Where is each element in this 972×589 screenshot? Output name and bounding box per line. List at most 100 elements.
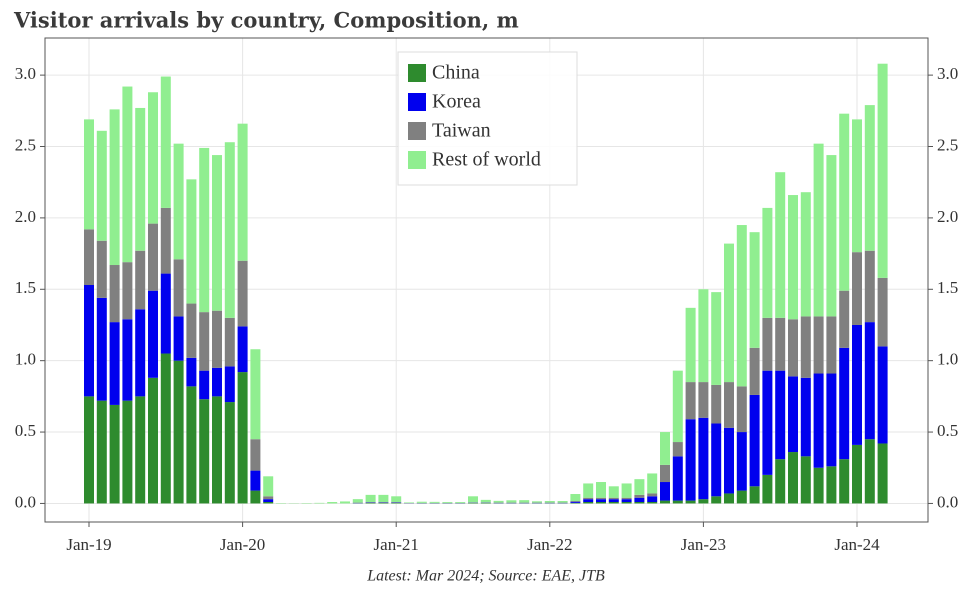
- bar-segment: [250, 490, 261, 504]
- legend-label: Rest of world: [432, 149, 541, 171]
- bar-segment: [724, 427, 734, 494]
- bar-segment: [135, 107, 146, 251]
- bar-segment: [762, 317, 773, 371]
- bar-segment: [685, 307, 696, 383]
- bar-segment: [813, 373, 824, 468]
- bar-segment: [442, 502, 453, 503]
- legend-swatch: [408, 93, 426, 111]
- bar-segment: [852, 252, 862, 325]
- bar-segment: [570, 502, 581, 504]
- bar-segment: [148, 92, 158, 224]
- bar-segment: [212, 367, 222, 397]
- bar-segment: [160, 207, 171, 274]
- bar-segment: [596, 499, 606, 503]
- bar-segment: [532, 501, 542, 503]
- bar-segment: [608, 499, 619, 503]
- bar-segment: [647, 502, 658, 504]
- bar-segment: [608, 486, 619, 498]
- bar-segment: [109, 109, 120, 266]
- bar-segment: [122, 86, 133, 263]
- y2-tick-label: 2.0: [937, 207, 958, 226]
- legend-box: [397, 51, 578, 186]
- bar-segment: [634, 502, 645, 504]
- bar-segment: [749, 486, 760, 504]
- bar-segment: [519, 500, 530, 503]
- bar-segment: [148, 223, 158, 291]
- bar-segment: [109, 322, 120, 405]
- bar-segment: [736, 432, 747, 491]
- bar-segment: [570, 494, 581, 502]
- bar-segment: [583, 497, 594, 500]
- x-tick-label: Jan-24: [834, 535, 880, 554]
- bar-segment: [404, 502, 414, 504]
- bar-segment: [826, 373, 837, 467]
- bar-segment: [186, 179, 197, 304]
- bar-segment: [749, 394, 760, 487]
- y2-tick-label: 3.0: [937, 64, 958, 83]
- bar-segment: [839, 347, 850, 460]
- bar-segment: [391, 502, 402, 504]
- bar-segment: [173, 143, 184, 260]
- bar-segment: [788, 319, 798, 377]
- bar-segment: [724, 382, 734, 428]
- bar-segment: [96, 297, 107, 401]
- bar-segment: [634, 479, 645, 495]
- bar-segment: [660, 464, 670, 483]
- y-tick-label: 0.5: [15, 421, 36, 440]
- bar-segment: [173, 360, 184, 504]
- bar-segment: [775, 459, 786, 504]
- bar-segment: [160, 76, 171, 208]
- bar-segment: [698, 382, 709, 418]
- bar-segment: [800, 316, 811, 378]
- bar-segment: [685, 419, 696, 501]
- bar-segment: [826, 466, 837, 504]
- x-tick-label: Jan-23: [681, 535, 726, 554]
- y2-tick-label: 0.5: [937, 421, 958, 440]
- bar-segment: [672, 442, 683, 457]
- bar-segment: [237, 123, 248, 261]
- bar-segment: [839, 459, 850, 504]
- y-tick-label: 2.5: [15, 135, 36, 154]
- bar-segment: [160, 273, 171, 354]
- bar-segment: [212, 155, 222, 311]
- y-tick-label: 1.0: [15, 350, 36, 369]
- bar-segment: [122, 319, 133, 401]
- bar-segment: [84, 396, 94, 504]
- bar-segment: [237, 326, 248, 373]
- bar-segment: [480, 499, 491, 503]
- bar-segment: [84, 284, 94, 397]
- bar-segment: [596, 502, 606, 504]
- bar-segment: [378, 502, 389, 504]
- bar-segment: [557, 501, 568, 503]
- bar-segment: [212, 396, 222, 504]
- bar-segment: [122, 400, 133, 504]
- bar-segment: [109, 265, 120, 323]
- bar-segment: [775, 317, 786, 371]
- bar-segment: [84, 119, 94, 230]
- bar-segment: [224, 366, 235, 403]
- y2-tick-label: 1.0: [937, 350, 958, 369]
- bar-segment: [813, 316, 824, 374]
- bar-segment: [148, 377, 158, 504]
- bar-segment: [788, 452, 798, 504]
- bar-segment: [826, 316, 837, 374]
- bar-segment: [877, 63, 888, 278]
- y2-tick-label: 2.5: [937, 135, 958, 154]
- bar-segment: [378, 494, 389, 503]
- bar-segment: [608, 502, 619, 504]
- plot-frame: [44, 37, 929, 523]
- bar-segment: [250, 439, 261, 471]
- bar-segment: [583, 499, 594, 503]
- bar-segment: [711, 496, 722, 504]
- bar-segment: [84, 229, 94, 285]
- bar-segment: [660, 432, 670, 465]
- y-tick-label: 1.5: [15, 278, 36, 297]
- bar-segment: [877, 346, 888, 444]
- x-tick-label: Jan-22: [527, 535, 572, 554]
- bar-segment: [135, 309, 146, 397]
- bar-segment: [775, 172, 786, 318]
- bar-segment: [237, 260, 248, 327]
- bar-segment: [250, 349, 261, 440]
- bar-segment: [762, 474, 773, 504]
- bar-segment: [800, 456, 811, 504]
